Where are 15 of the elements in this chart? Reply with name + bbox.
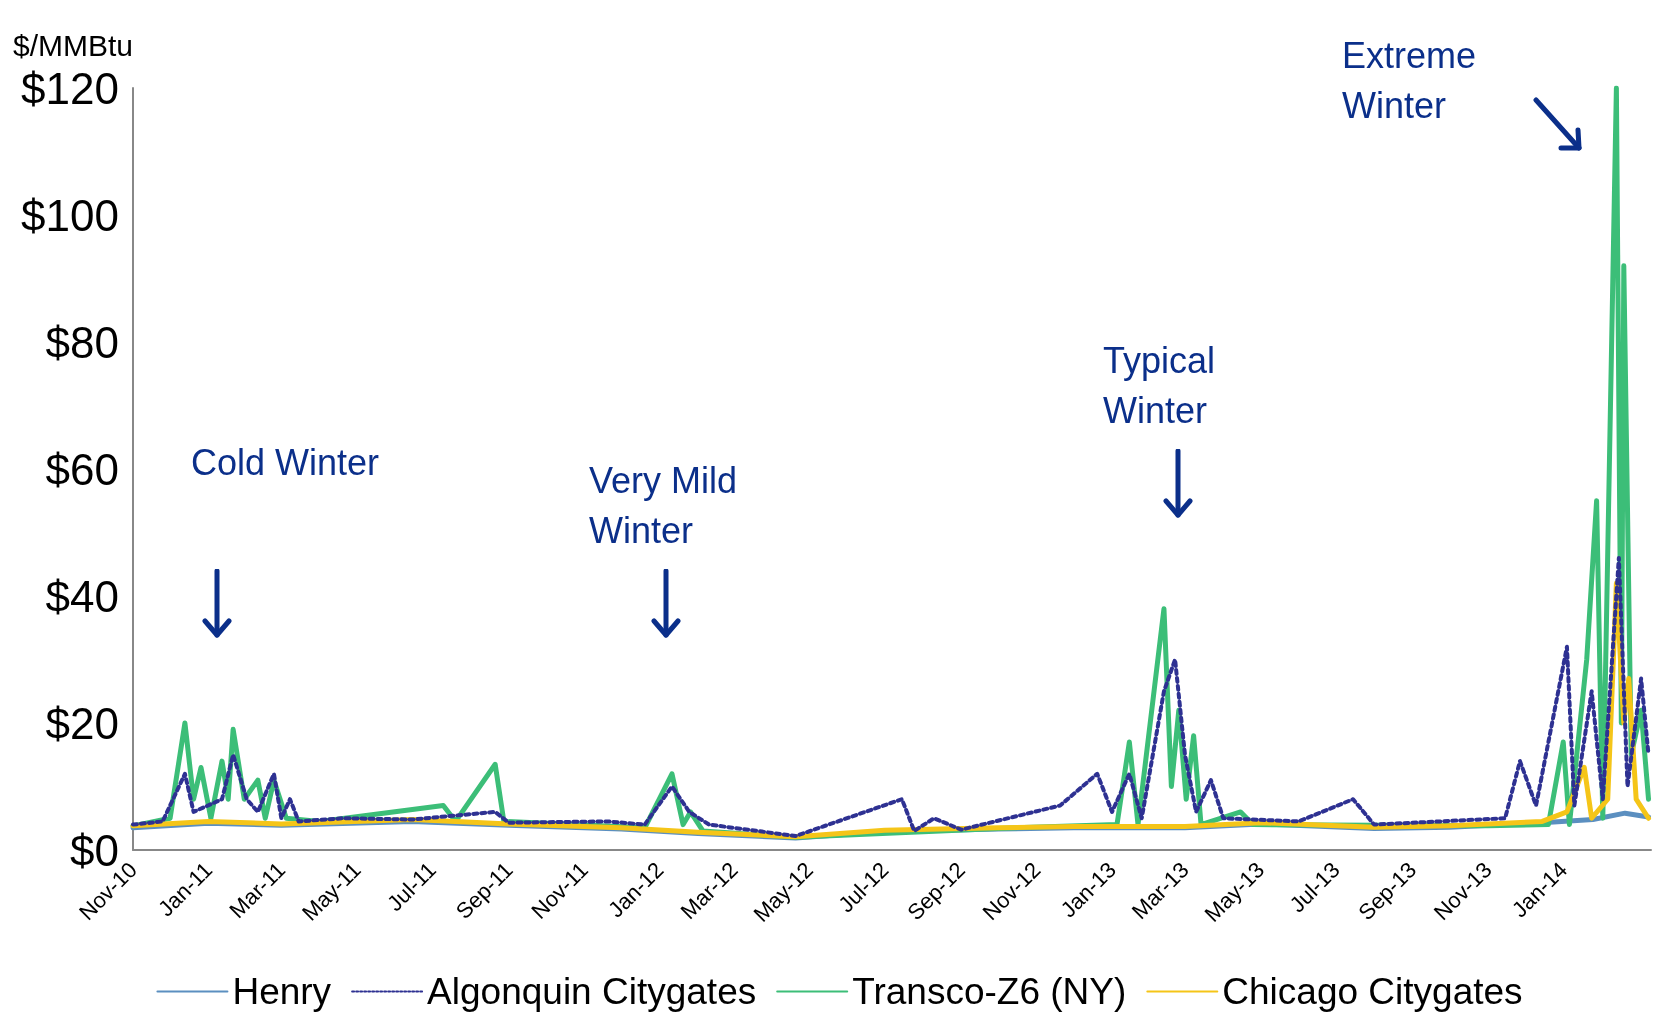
- y-tick-label: $80: [45, 317, 119, 367]
- annotation: Typical Winter: [1103, 339, 1226, 431]
- y-axis-title: $/MMBtu: [12, 28, 133, 62]
- legend-label: Algonquin Citygates: [427, 971, 757, 1012]
- y-tick-label: $120: [21, 63, 119, 113]
- legend-label: Chicago Citygates: [1222, 971, 1523, 1012]
- annotation: Very Mild Winter: [589, 459, 748, 551]
- y-tick-label: $40: [45, 571, 119, 621]
- annotation: Extreme Winter: [1342, 34, 1487, 126]
- legend-label: Transco-Z6 (NY): [852, 971, 1127, 1012]
- annotation: Cold Winter: [191, 441, 380, 483]
- y-tick-label: $60: [45, 444, 119, 494]
- y-tick-label: $100: [21, 190, 119, 240]
- y-tick-label: $20: [45, 698, 119, 748]
- legend-label: Henry: [232, 971, 332, 1012]
